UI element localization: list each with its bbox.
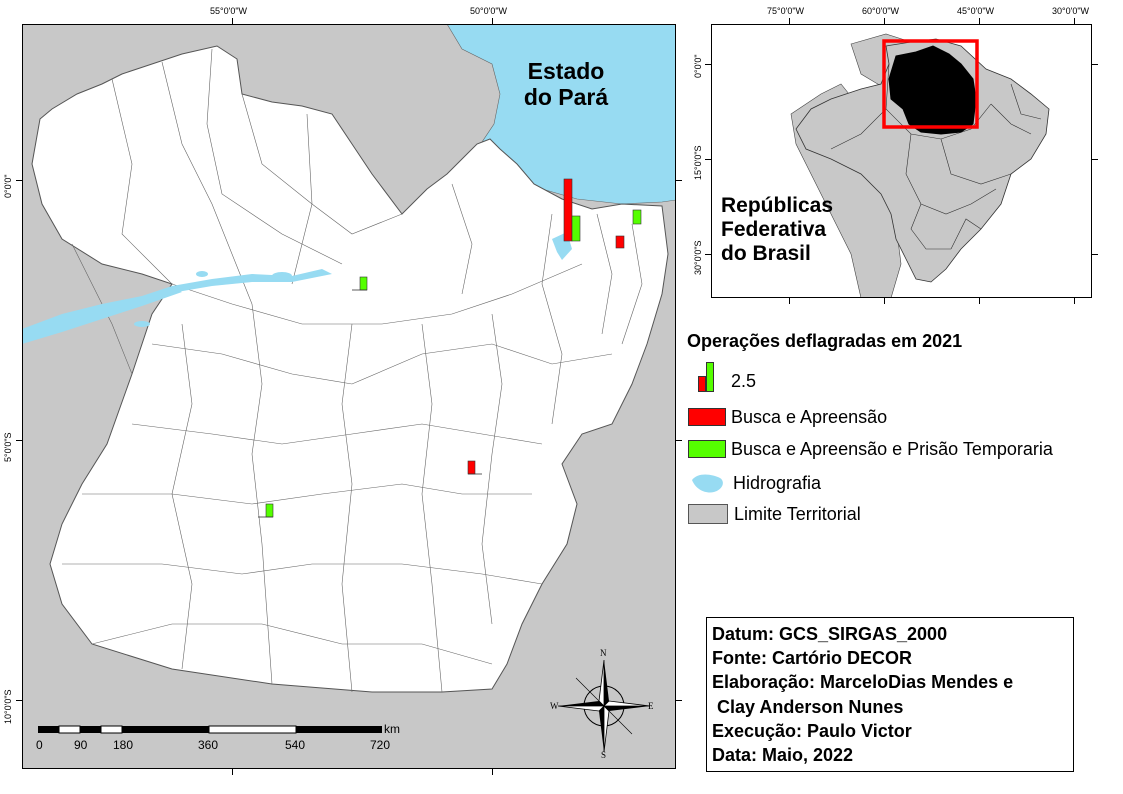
legend-red-label: Busca e Apreensão	[731, 407, 888, 427]
scale-bar-graphic	[38, 725, 382, 734]
main-top-tick-1: 50°0'0"W	[470, 6, 508, 16]
inset-left-tick-0: 0°0'0"	[693, 54, 703, 78]
legend-green-label: Busca e Apreensão e Prisão Temporaria	[731, 439, 1053, 459]
inset-top-tick-3: 30°0'0"W	[1052, 6, 1090, 16]
compass-s: S	[601, 750, 607, 760]
legend: Operações deflagradas em 2021 2.5 Busca …	[684, 330, 1123, 530]
scale-label-2: 180	[113, 738, 134, 752]
legend-limit-swatch	[688, 504, 728, 524]
bar-red-northeast	[563, 178, 573, 242]
credits-author-1: Elaboração: MarceloDias Mendes e	[712, 672, 1014, 693]
inset-top-tick-2: 45°0'0"W	[957, 6, 995, 16]
scale-unit: km	[384, 722, 400, 736]
legend-hydro-swatch	[692, 474, 723, 493]
legend-hydro-label: Hidrografia	[733, 473, 822, 493]
para-locator-box	[882, 39, 979, 129]
main-left-tick-1: 5°0'0"S	[3, 432, 13, 462]
legend-green-swatch	[688, 440, 726, 458]
legend-limit-label: Limite Territorial	[734, 504, 861, 524]
inset-left-tick-2: 30°0'0"S	[693, 240, 703, 275]
bar-green-east	[632, 209, 642, 225]
compass-w: W	[550, 701, 559, 711]
legend-title: Operações deflagradas em 2021	[687, 331, 963, 351]
scale-label-4: 540	[285, 738, 306, 752]
state-title-line1: Estado	[527, 58, 605, 84]
main-left-tick-0: 0°0'0"	[3, 174, 13, 198]
main-top-tick-0: 55°0'0"W	[210, 6, 248, 16]
inset-map-frame	[711, 24, 1092, 298]
scale-label-0: 0	[36, 738, 43, 752]
scale-label-5: 720	[370, 738, 391, 752]
inset-top-tick-0: 75°0'0"W	[767, 6, 805, 16]
inset-label: Repúblicas Federativa do Brasil	[721, 194, 833, 266]
bar-red-east	[615, 235, 625, 249]
scale-label-3: 360	[198, 738, 219, 752]
compass-e: E	[648, 701, 654, 711]
scale-bar: km 0 90 180 360 540 720	[36, 722, 416, 760]
main-map-frame	[22, 24, 676, 769]
scale-label-1: 90	[74, 738, 88, 752]
municipal-boundaries	[62, 48, 643, 693]
compass-icon	[557, 659, 651, 753]
brazil	[795, 38, 1050, 283]
inset-label-line3: do Brasil	[721, 242, 811, 265]
compass-n: N	[600, 648, 607, 658]
operation-bars	[258, 178, 642, 518]
state-title-line2: do Pará	[523, 84, 609, 110]
state-title: Estado do Pará	[506, 58, 626, 110]
main-map-canvas	[22, 24, 676, 769]
main-left-tick-2: 10°0'0"S	[3, 689, 13, 724]
credits-source: Fonte: Cartório DECOR	[712, 648, 912, 669]
main-map[interactable]: Estado do Pará km 0 90 180 360 540 720	[22, 24, 676, 769]
credits-date: Data: Maio, 2022	[712, 745, 854, 766]
bar-green-northeast	[571, 215, 581, 242]
legend-size-symbol	[698, 360, 716, 394]
inset-map-canvas	[790, 33, 1050, 298]
para-state	[31, 45, 669, 693]
inset-map[interactable]: Repúblicas Federativa do Brasil	[711, 24, 1092, 298]
credits-execution: Execução: Paulo Victor	[712, 720, 912, 741]
credits-author-2: Clay Anderson Nunes	[712, 696, 904, 717]
credits-box: Datum: GCS_SIRGAS_2000 Fonte: Cartório D…	[706, 617, 1074, 772]
inset-label-line2: Federativa	[721, 218, 827, 241]
inset-left-tick-1: 15°0'0"S	[693, 145, 703, 180]
legend-size-value: 2.5	[731, 371, 757, 391]
legend-red-swatch	[688, 408, 726, 426]
inset-top-tick-1: 60°0'0"W	[862, 6, 900, 16]
compass-rose: N S E W	[550, 648, 656, 760]
inset-label-line1: Repúblicas	[721, 194, 834, 217]
credits-datum: Datum: GCS_SIRGAS_2000	[712, 624, 948, 644]
